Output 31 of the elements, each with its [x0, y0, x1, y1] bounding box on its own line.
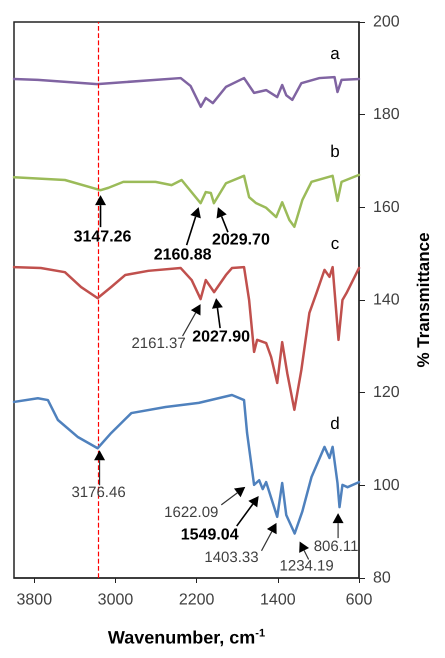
y-tick-label: 100 [373, 476, 400, 494]
annotation: 1549.04 [180, 526, 239, 544]
annotation: 3176.46 [71, 484, 126, 502]
series-label: b [330, 142, 340, 161]
x-tick-label: 600 [346, 592, 372, 608]
y-tick-label: 160 [373, 198, 400, 216]
annotation: 806.11 [314, 538, 358, 556]
annotation: 2029.70 [212, 231, 270, 248]
annotation: 2161.37 [131, 335, 186, 352]
y-tick-label: 180 [373, 106, 400, 124]
annotation: 1234.19 [280, 557, 334, 574]
x-tick-label: 3000 [98, 592, 134, 608]
annotation: 2160.88 [154, 246, 212, 264]
line-series [12, 266, 360, 412]
series-label: a [330, 44, 340, 64]
annotation: 2027.90 [192, 328, 250, 346]
series-label: c [330, 234, 340, 254]
line-series [12, 76, 360, 108]
x-tick-label: 3800 [16, 592, 52, 608]
series-label: d [330, 414, 340, 433]
x-tick-label: 1400 [260, 592, 296, 608]
y-tick-label: 140 [373, 292, 400, 308]
y-tick-label: 200 [373, 14, 400, 30]
annotation: 3147.26 [74, 228, 132, 246]
y-tick-label: 120 [373, 384, 400, 402]
y-axis-title: % Transmittance [414, 232, 433, 368]
annotation: 1622.09 [164, 504, 218, 521]
y-tick-label: 80 [373, 570, 391, 586]
annotation: 1403.33 [204, 548, 259, 566]
line-series [12, 174, 360, 228]
x-tick-label: 2200 [178, 592, 215, 608]
